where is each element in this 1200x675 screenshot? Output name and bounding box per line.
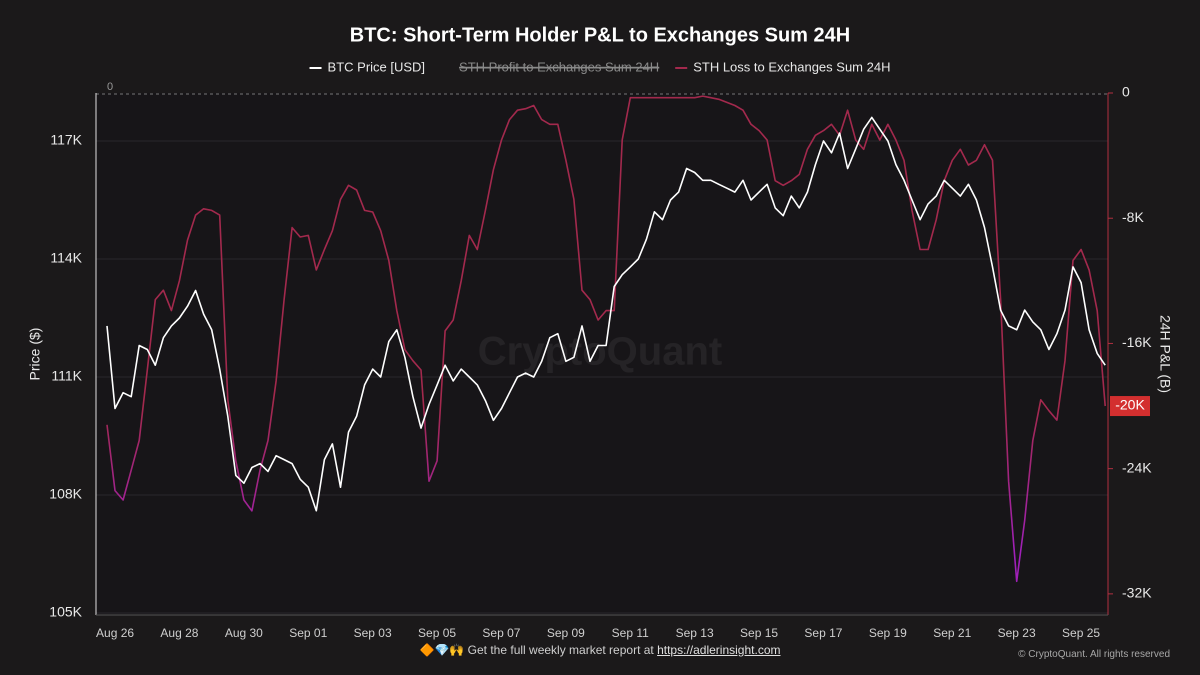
legend-label: BTC Price [USD]	[328, 59, 426, 74]
last-value-tag	[1110, 396, 1150, 417]
y2-tick-label: 0	[1122, 84, 1130, 100]
y-axis-label: Price ($)	[27, 328, 43, 381]
x-tick-label: Sep 09	[547, 626, 585, 640]
y-tick-label: 111K	[51, 368, 82, 384]
y2-tick-label: -24K	[1122, 459, 1152, 475]
y2-tick-label: -16K	[1122, 334, 1152, 350]
y2-axis-label: 24H P&L (B)	[1157, 315, 1173, 393]
x-tick-label: Sep 07	[482, 626, 520, 640]
loss-line	[106, 95, 1106, 583]
zero-label: 0	[107, 81, 113, 93]
legend-label: STH Profit to Exchanges Sum 24H	[459, 59, 659, 74]
x-tick-label: Aug 28	[160, 626, 198, 640]
y-tick-label: 117K	[50, 132, 82, 148]
copyright: © CryptoQuant. All rights reserved	[1018, 649, 1170, 660]
footer-text: Get the full weekly market report at	[467, 643, 654, 657]
y-tick-label: 114K	[50, 250, 82, 266]
price-line	[106, 116, 1106, 512]
x-tick-label: Sep 11	[612, 626, 649, 640]
x-tick-label: Sep 01	[289, 626, 327, 640]
last-value-label: -20K	[1115, 397, 1145, 413]
x-tick-label: Sep 19	[869, 626, 907, 640]
x-tick-label: Sep 03	[354, 626, 392, 640]
x-tick-label: Aug 30	[225, 626, 263, 640]
x-tick-label: Sep 15	[740, 626, 778, 640]
footer: 🔶💎🙌 Get the full weekly market report at…	[0, 643, 1200, 657]
chart-title: BTC: Short-Term Holder P&L to Exchanges …	[350, 24, 850, 46]
legend-label: STH Loss to Exchanges Sum 24H	[693, 59, 890, 74]
x-tick-label: Sep 05	[418, 626, 456, 640]
footer-icons: 🔶💎🙌	[419, 643, 465, 657]
x-tick-label: Sep 21	[933, 626, 971, 640]
x-tick-label: Sep 25	[1062, 626, 1100, 640]
y-tick-label: 108K	[49, 486, 82, 502]
footer-link[interactable]: https://adlerinsight.com	[657, 643, 781, 657]
y2-tick-label: -8K	[1122, 209, 1144, 225]
y2-tick-label: -32K	[1122, 585, 1152, 601]
x-tick-label: Sep 13	[676, 626, 714, 640]
x-tick-label: Sep 23	[998, 626, 1036, 640]
legend: BTC Price [USD] STH Profit to Exchanges S…	[309, 59, 890, 74]
x-tick-label: Sep 17	[804, 626, 842, 640]
y-tick-label: 105K	[49, 604, 82, 620]
plot-area	[96, 93, 1108, 615]
x-tick-label: Aug 26	[96, 626, 134, 640]
watermark: CryptoQuant	[478, 330, 722, 374]
